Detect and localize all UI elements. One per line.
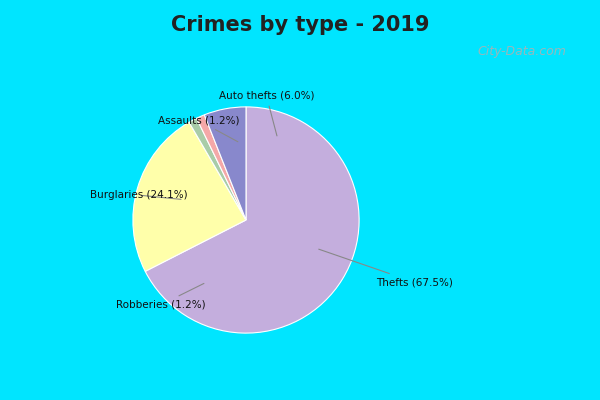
Wedge shape (197, 115, 246, 220)
Text: Assaults (1.2%): Assaults (1.2%) (158, 116, 239, 142)
Text: City-Data.com: City-Data.com (478, 46, 566, 58)
Wedge shape (205, 107, 246, 220)
Wedge shape (133, 122, 246, 271)
Text: Robberies (1.2%): Robberies (1.2%) (116, 284, 206, 310)
Text: Crimes by type - 2019: Crimes by type - 2019 (171, 15, 429, 35)
Wedge shape (189, 118, 246, 220)
Text: Thefts (67.5%): Thefts (67.5%) (319, 249, 453, 287)
Text: Auto thefts (6.0%): Auto thefts (6.0%) (218, 90, 314, 136)
Wedge shape (145, 107, 359, 333)
Text: Burglaries (24.1%): Burglaries (24.1%) (90, 190, 188, 200)
